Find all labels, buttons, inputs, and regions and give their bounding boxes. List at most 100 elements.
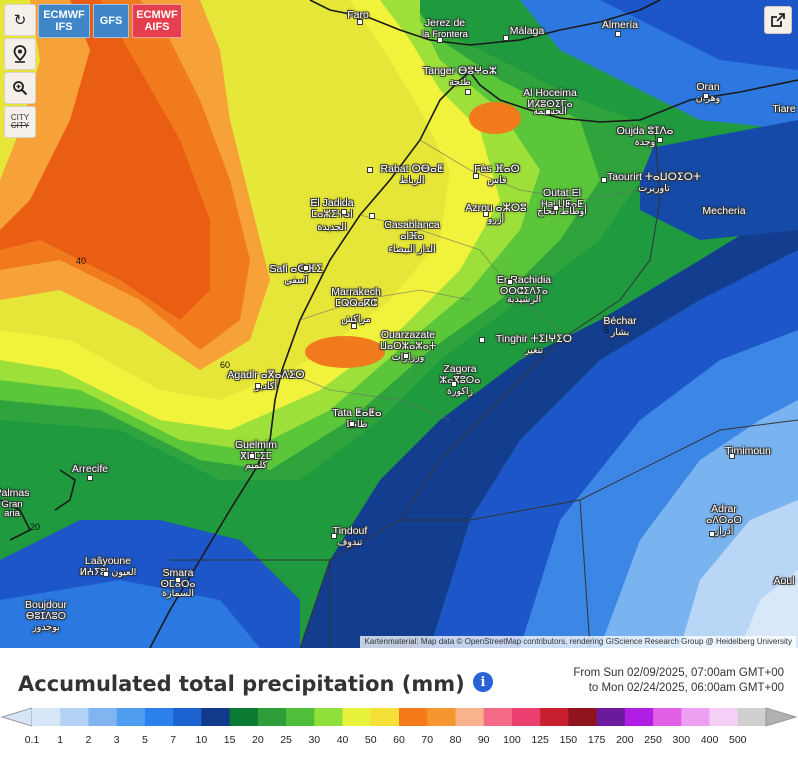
city-label: Oujda ⵓⵊⴷⴰ وجدة [616, 125, 674, 149]
city-label: Ouarzazate ⵡⴰⵔⵣⴰⵣⴰⵜ [379, 329, 437, 353]
precipitation-map[interactable]: ↻ CITY CITY ECMWF IFS GFS ECMWF AIFS [0, 0, 798, 648]
colorbar-bin [116, 708, 146, 726]
city-marker [303, 265, 309, 271]
city-label: Taourirt ⵜⴰⵡⵔⵉⵔⵜ تاوريرت [606, 171, 702, 195]
city-marker [729, 453, 735, 459]
city-marker [437, 37, 443, 43]
city-marker [175, 577, 181, 583]
colorbar-bin [32, 708, 61, 726]
city-label: الدار البيضاء [388, 244, 436, 255]
colorbar-bin [483, 708, 513, 726]
city-label: Arrecife [71, 463, 109, 475]
model-ecmwf-aifs-button[interactable]: ECMWF AIFS [132, 4, 182, 38]
colorbar-bin [314, 708, 344, 726]
colorbar-tick: 15 [223, 734, 236, 746]
colorbar-tick: 150 [559, 734, 578, 746]
colorbar-min-arrow [0, 707, 33, 727]
info-icon[interactable]: i [473, 672, 493, 692]
colorbar-tick: 100 [503, 734, 521, 746]
colorbar-bin [201, 708, 231, 726]
colorbar-ticks: 0.1 1 2 3 5 7 10 15 20 25 30 40 50 60 70 80 90 100 125 150 1… [0, 734, 798, 748]
model-gfs-button[interactable]: GFS [93, 4, 129, 38]
city-label: Azrou ⴰⵣⵔⵓ أزرو [465, 202, 527, 226]
city-label: Safi ⴰⵙⴼⵉ آسفي [269, 263, 323, 287]
city-label: Smara ⵙⵎⴰⵔⴰ [160, 567, 196, 591]
city-label: Jerez de la Frontera [422, 17, 468, 41]
city-label: aria [4, 508, 20, 519]
city-label: Laâyoune ⵍⵄⵢⵓⵏ العيون [79, 555, 137, 579]
colorbar-tick: 10 [195, 734, 208, 746]
colorbar-bin [568, 708, 598, 726]
city-label: Guelmim ⴳⵍⵎⵉⵎ [234, 439, 278, 463]
city-label: السمارة [162, 588, 194, 599]
colorbar-bin [709, 708, 739, 726]
city-marker [601, 177, 607, 183]
colorbar-tick: 20 [252, 734, 264, 746]
city-marker [465, 89, 471, 95]
colorbar [0, 707, 798, 727]
colorbar-bin [144, 708, 174, 726]
city-label: Mecheria [702, 205, 746, 217]
city-label: Tanger ⴱⵓⵖⴰⵣ طنجة [423, 65, 497, 89]
model-ecmwf-ifs-button[interactable]: ECMWF IFS [38, 4, 90, 38]
time-range: From Sun 02/09/2025, 07:00am GMT+00 to M… [573, 666, 784, 696]
colorbar-tick: 250 [644, 734, 662, 746]
city-marker [657, 137, 663, 143]
city-marker [553, 205, 559, 211]
location-button[interactable] [4, 38, 36, 70]
city-label: El Jadida ⵎⴰⵣⵉⵖⴰⵏ [310, 197, 354, 221]
city-marker [331, 533, 337, 539]
zoom-in-icon [13, 81, 28, 96]
city-label: Timimoun [725, 445, 771, 457]
colorbar-bin [342, 708, 372, 726]
colorbar-tick: 175 [587, 734, 606, 746]
city-marker [249, 453, 255, 459]
city-marker [87, 475, 93, 481]
city-label: Agadir ⴰⴳⴰⴷⵉⵔ أكادير [227, 369, 305, 393]
share-button[interactable] [764, 6, 792, 34]
colorbar-tick: 0.1 [24, 734, 40, 746]
time-to: to Mon 02/24/2025, 06:00am GMT+00 [588, 682, 784, 694]
colorbar-tick: 500 [729, 734, 747, 746]
colorbar-tick: 400 [700, 734, 719, 746]
city-marker [545, 109, 551, 115]
colorbar-tick: 5 [142, 734, 148, 746]
colorbar-bin [88, 708, 118, 726]
city-label: أدرار [714, 526, 734, 537]
city-marker [349, 421, 355, 427]
city-label: PalmasGran [0, 487, 30, 511]
time-from: From Sun 02/09/2025, 07:00am GMT+00 [573, 667, 784, 679]
colorbar-tick: 60 [393, 734, 405, 746]
city-label: Almería [601, 19, 639, 31]
city-label: Faro [347, 9, 369, 21]
colorbar-tick: 50 [364, 734, 377, 746]
colorbar-bin [681, 708, 711, 726]
colorbar-tick: 40 [336, 734, 349, 746]
colorbar-bin [455, 708, 485, 726]
refresh-button[interactable]: ↻ [4, 4, 36, 36]
colorbar-bin [399, 708, 428, 726]
city-marker [703, 93, 709, 99]
city-marker [341, 209, 347, 215]
city-marker [451, 381, 457, 387]
city-label: Fès ⴼⴰⵙ فاس [474, 163, 520, 187]
city-marker [367, 167, 373, 173]
colorbar-bin [427, 708, 456, 726]
map-attribution[interactable]: Kartenmaterial: Map data © OpenStreetMap… [360, 636, 796, 648]
contour-label: 5 [604, 325, 610, 335]
precipitation-field [0, 0, 798, 648]
city-marker [369, 213, 375, 219]
contour-label: 20 [30, 522, 41, 532]
city-labels-toggle[interactable]: CITY CITY [4, 106, 36, 138]
city-label: Béchar بشار [603, 315, 637, 339]
map-pin-icon [13, 45, 27, 63]
zoom-button[interactable] [4, 72, 36, 104]
city-toggle-label: CITY CITY [10, 113, 30, 130]
city-label: مراكش [341, 314, 371, 325]
city-label: Tata ⵟⴰⵟⴰ طاطا [332, 407, 382, 431]
city-label: Rabat ⵔⴱⴰⵟ الرباط [380, 163, 444, 187]
city-label: Zagora ⵣⴰⴳⵓⵔⴰ [439, 363, 481, 387]
colorbar-tick: 1 [57, 734, 64, 746]
city-marker [615, 31, 621, 37]
colorbar-tick: 125 [531, 734, 549, 746]
